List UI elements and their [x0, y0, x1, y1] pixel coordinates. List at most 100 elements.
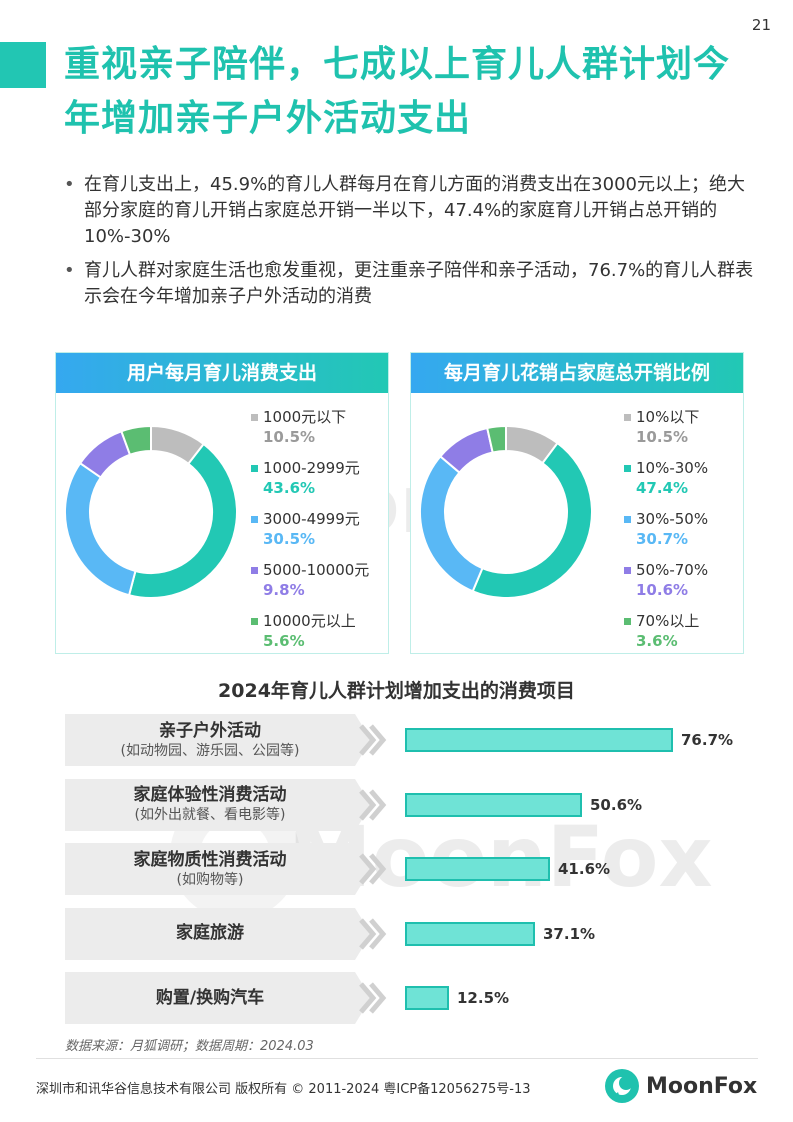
legend-item: 50%-70% 10.6%	[624, 560, 708, 611]
bar-value-label: 37.1%	[543, 924, 596, 943]
category-text: 家庭体验性消费活动 (如外出就餐、看电影等)	[65, 779, 355, 831]
bar-value-label: 41.6%	[558, 860, 611, 878]
bar-value-label: 12.5%	[457, 989, 510, 1007]
footer-divider	[36, 1058, 758, 1059]
legend-value: 10.5%	[263, 428, 316, 446]
legend-item: 1000元以下 10.5%	[251, 407, 369, 458]
legend-label: 3000-4999元	[263, 510, 360, 528]
page-title: 重视亲子陪伴，七成以上育儿人群计划今年增加亲子户外活动支出	[64, 44, 731, 139]
legend-label: 50%-70%	[636, 561, 709, 579]
donut-chart	[419, 424, 593, 599]
donut-panel-spend-share: 每月育儿花销占家庭总开销比例 10%以下 10.5% 10%-30% 47.4% 30%…	[410, 352, 744, 654]
legend-swatch	[251, 567, 258, 574]
legend-swatch	[624, 516, 631, 523]
donut-slice	[471, 441, 593, 599]
summary-bullets: 在育儿支出上，45.9%的育儿人群每月在育儿方面的消费支出在3000元以上；绝大…	[64, 172, 754, 318]
donut-slice	[127, 442, 238, 599]
bar-chart-title: 2024年育儿人群计划增加支出的消费项目	[218, 680, 575, 702]
legend-label: 10000元以上	[263, 612, 356, 630]
chart-legend: 10%以下 10.5% 10%-30% 47.4% 30%-50% 30.7% 50%-70…	[624, 407, 708, 662]
donut-slice	[419, 455, 484, 593]
bar-row: 购置/换购汽车 12.5%	[65, 972, 765, 1024]
category-label: 家庭物质性消费活动	[133, 849, 287, 870]
double-chevron-icon	[359, 724, 387, 756]
legend-swatch	[251, 516, 258, 523]
double-chevron-icon	[359, 982, 387, 1014]
title-accent-block	[0, 42, 46, 88]
legend-value: 10.5%	[636, 428, 689, 446]
donut-chart	[64, 424, 238, 599]
legend-value: 9.8%	[263, 581, 305, 599]
category-text: 亲子户外活动 (如动物园、游乐园、公园等)	[65, 714, 355, 766]
bar-row: 家庭旅游 37.1%	[65, 907, 765, 960]
data-source-note: 数据来源：月狐调研；数据周期：2024.03	[65, 1039, 314, 1054]
legend-swatch	[624, 414, 631, 421]
legend-item: 3000-4999元 30.5%	[251, 509, 369, 560]
category-label: 家庭体验性消费活动	[133, 785, 287, 805]
panel-header: 用户每月育儿消费支出	[56, 353, 388, 393]
bar-value-label: 50.6%	[590, 795, 643, 814]
chart-legend: 1000元以下 10.5% 1000-2999元 43.6% 3000-4999元 30.…	[251, 407, 369, 662]
legend-item: 5000-10000元 9.8%	[251, 560, 369, 611]
bullet-item: 育儿人群对家庭生活也愈发重视，更注重亲子陪伴和亲子活动，76.7%的育儿人群表示…	[64, 258, 754, 310]
double-chevron-icon	[359, 853, 387, 885]
bar	[405, 792, 582, 817]
legend-label: 10%以下	[636, 408, 700, 426]
legend-swatch	[624, 567, 631, 574]
legend-item: 10%以下 10.5%	[624, 407, 708, 458]
bar	[405, 921, 535, 946]
category-label: 家庭旅游	[176, 923, 244, 943]
legend-swatch	[624, 465, 631, 472]
double-chevron-icon	[359, 788, 387, 821]
legend-swatch	[624, 618, 631, 625]
category-box	[65, 778, 371, 831]
legend-value: 3.6%	[636, 632, 678, 650]
bar-value-label: 76.7%	[681, 731, 734, 749]
bar-row: 家庭物质性消费活动 (如购物等) 41.6%	[65, 843, 765, 895]
legend-value: 10.6%	[636, 581, 689, 599]
donut-slice	[64, 461, 137, 597]
legend-label: 1000-2999元	[263, 459, 360, 477]
double-chevron-icon	[359, 917, 387, 950]
category-label: 亲子户外活动	[159, 720, 261, 741]
category-box	[65, 972, 371, 1024]
donut-panel-monthly-spend: 用户每月育儿消费支出 1000元以下 10.5% 1000-2999元 43.6% 30…	[55, 352, 389, 654]
bar	[405, 986, 449, 1010]
bar-row: 亲子户外活动 (如动物园、游乐园、公园等) 76.7%	[65, 714, 765, 766]
legend-item: 70%以上 3.6%	[624, 611, 708, 662]
category-label: 购置/换购汽车	[155, 987, 265, 1008]
legend-swatch	[251, 414, 258, 421]
legend-value: 30.5%	[263, 530, 316, 548]
legend-item: 30%-50% 30.7%	[624, 509, 708, 560]
legend-label: 10%-30%	[636, 459, 709, 477]
brand-logo: MoonFox	[604, 1068, 757, 1104]
legend-item: 10%-30% 47.4%	[624, 458, 708, 509]
category-sublabel: (如外出就餐、看电影等)	[134, 807, 286, 823]
footer-copyright: 深圳市和讯华谷信息技术有限公司 版权所有 © 2011-2024 粤ICP备12…	[36, 1082, 531, 1097]
bar	[405, 728, 673, 752]
category-sublabel: (如购物等)	[176, 871, 244, 888]
category-text: 家庭物质性消费活动 (如购物等)	[65, 843, 355, 895]
legend-item: 1000-2999元 43.6%	[251, 458, 369, 509]
legend-value: 30.7%	[636, 530, 689, 548]
category-box	[65, 907, 371, 960]
donut-slice	[486, 424, 507, 454]
donut-slice	[120, 424, 152, 457]
category-sublabel: (如动物园、游乐园、公园等)	[120, 742, 300, 759]
legend-value: 5.6%	[263, 632, 305, 650]
bar-row: 家庭体验性消费活动 (如外出就餐、看电影等) 50.6%	[65, 778, 765, 831]
legend-value: 47.4%	[636, 479, 689, 497]
bar	[405, 857, 550, 881]
panel-header: 每月育儿花销占家庭总开销比例	[411, 353, 743, 393]
legend-label: 5000-10000元	[263, 561, 370, 579]
category-box	[65, 714, 371, 766]
legend-label: 30%-50%	[636, 510, 709, 528]
legend-item: 10000元以上 5.6%	[251, 611, 369, 662]
category-text: 家庭旅游	[65, 908, 355, 960]
legend-label: 70%以上	[636, 612, 700, 630]
bullet-item: 在育儿支出上，45.9%的育儿人群每月在育儿方面的消费支出在3000元以上；绝大…	[64, 172, 754, 250]
legend-value: 43.6%	[263, 479, 316, 497]
moonfox-logo-icon	[605, 1069, 639, 1103]
brand-name: MoonFox	[646, 1073, 758, 1099]
legend-swatch	[251, 465, 258, 472]
